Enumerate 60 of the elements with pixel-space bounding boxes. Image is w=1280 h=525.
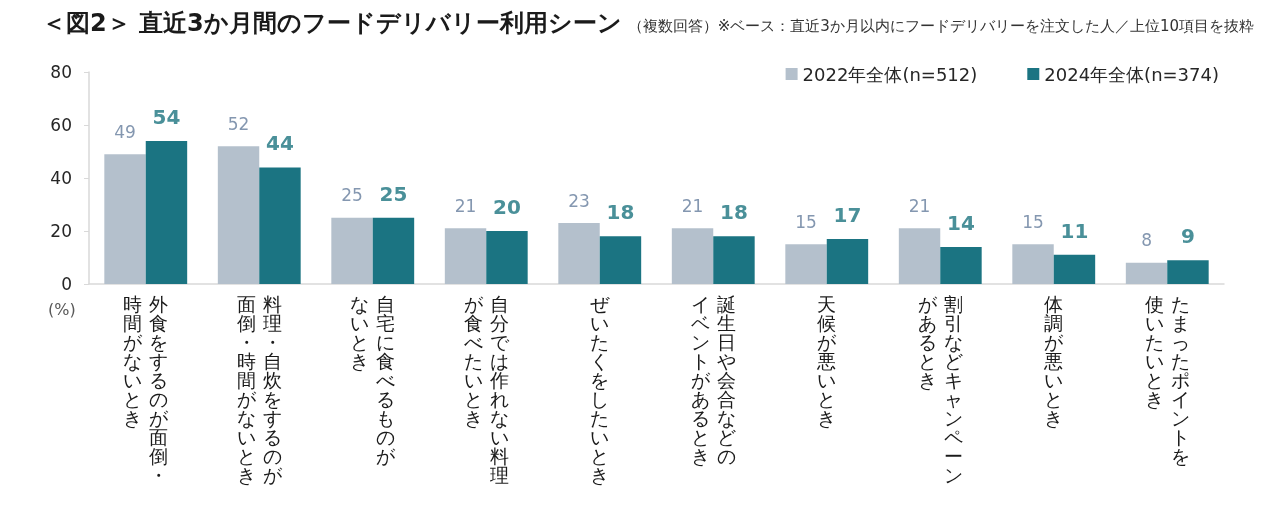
data-label: 18 xyxy=(720,200,748,225)
bar xyxy=(486,231,528,284)
data-label: 25 xyxy=(379,181,408,206)
category-label: たまったポイントを使いたいとき xyxy=(1144,293,1190,467)
legend-label: 2022年全体(n=512) xyxy=(802,63,978,85)
bar xyxy=(372,217,415,284)
y-tick-label: 80 xyxy=(50,62,72,82)
category-label: 誕生日や会合などのイベントがあるとき xyxy=(690,293,736,467)
data-label: 44 xyxy=(266,131,294,156)
bar xyxy=(785,244,827,284)
y-tick-label: 0 xyxy=(61,274,72,294)
data-label: 23 xyxy=(568,190,590,211)
data-label: 15 xyxy=(1022,211,1044,232)
bar xyxy=(713,236,755,284)
category-label: 料理・自炊をするのが面倒・時間がないとき xyxy=(236,293,282,486)
category-label: 外食をするのが面倒・時間がないとき xyxy=(123,293,169,486)
data-label: 20 xyxy=(493,195,521,219)
category-label: ぜいたくをしたいとき xyxy=(590,293,610,486)
data-label: 18 xyxy=(606,200,635,225)
category-label: 割引などキャンペーンがあるとき xyxy=(917,293,963,486)
data-label: 54 xyxy=(152,104,181,129)
bar xyxy=(599,236,642,284)
bar xyxy=(259,167,301,284)
y-axis-title: (%) xyxy=(48,299,76,319)
bar xyxy=(104,154,146,284)
category-label: 自分では作れない料理が食べたいとき xyxy=(463,293,509,486)
x-tick-label: 体調が悪いとき xyxy=(1043,293,1065,430)
data-label: 15 xyxy=(795,211,817,232)
data-label: 52 xyxy=(227,113,250,134)
chart-subtitle: （複数回答）※ベース：直近3か月以内にフードデリバリーを注文した人／上位10項目を抜粋 xyxy=(627,17,1254,35)
bar xyxy=(940,246,982,284)
bar xyxy=(444,228,487,284)
bar xyxy=(1012,244,1054,284)
bar xyxy=(1167,260,1209,284)
data-label: 8 xyxy=(1141,230,1152,251)
bar xyxy=(671,228,714,284)
data-label: 11 xyxy=(1060,218,1089,243)
data-label: 9 xyxy=(1181,224,1195,249)
category-label: 自宅に食べるものがないとき xyxy=(350,293,396,467)
data-label: 14 xyxy=(947,210,975,235)
bar xyxy=(1125,262,1168,284)
x-tick-label: 天候が悪いとき xyxy=(816,293,838,430)
bar xyxy=(145,140,188,284)
bar xyxy=(1053,254,1096,284)
bar xyxy=(898,228,941,284)
legend-label: 2024年全体(n=374) xyxy=(1044,63,1219,85)
data-label: 21 xyxy=(908,195,931,216)
y-tick-label: 60 xyxy=(50,115,72,135)
y-tick-label: 20 xyxy=(50,221,72,241)
bar xyxy=(826,238,869,284)
data-label: 25 xyxy=(341,185,363,206)
y-tick-label: 40 xyxy=(50,168,72,188)
data-label: 21 xyxy=(454,195,477,216)
data-label: 49 xyxy=(114,121,136,142)
bar xyxy=(558,223,600,284)
data-label: 21 xyxy=(681,195,704,216)
bar xyxy=(331,217,373,284)
chart-title: ＜図2＞ 直近3か月間のフードデリバリー利用シーン xyxy=(42,9,622,37)
bar xyxy=(217,146,260,284)
data-label: 17 xyxy=(833,202,862,227)
